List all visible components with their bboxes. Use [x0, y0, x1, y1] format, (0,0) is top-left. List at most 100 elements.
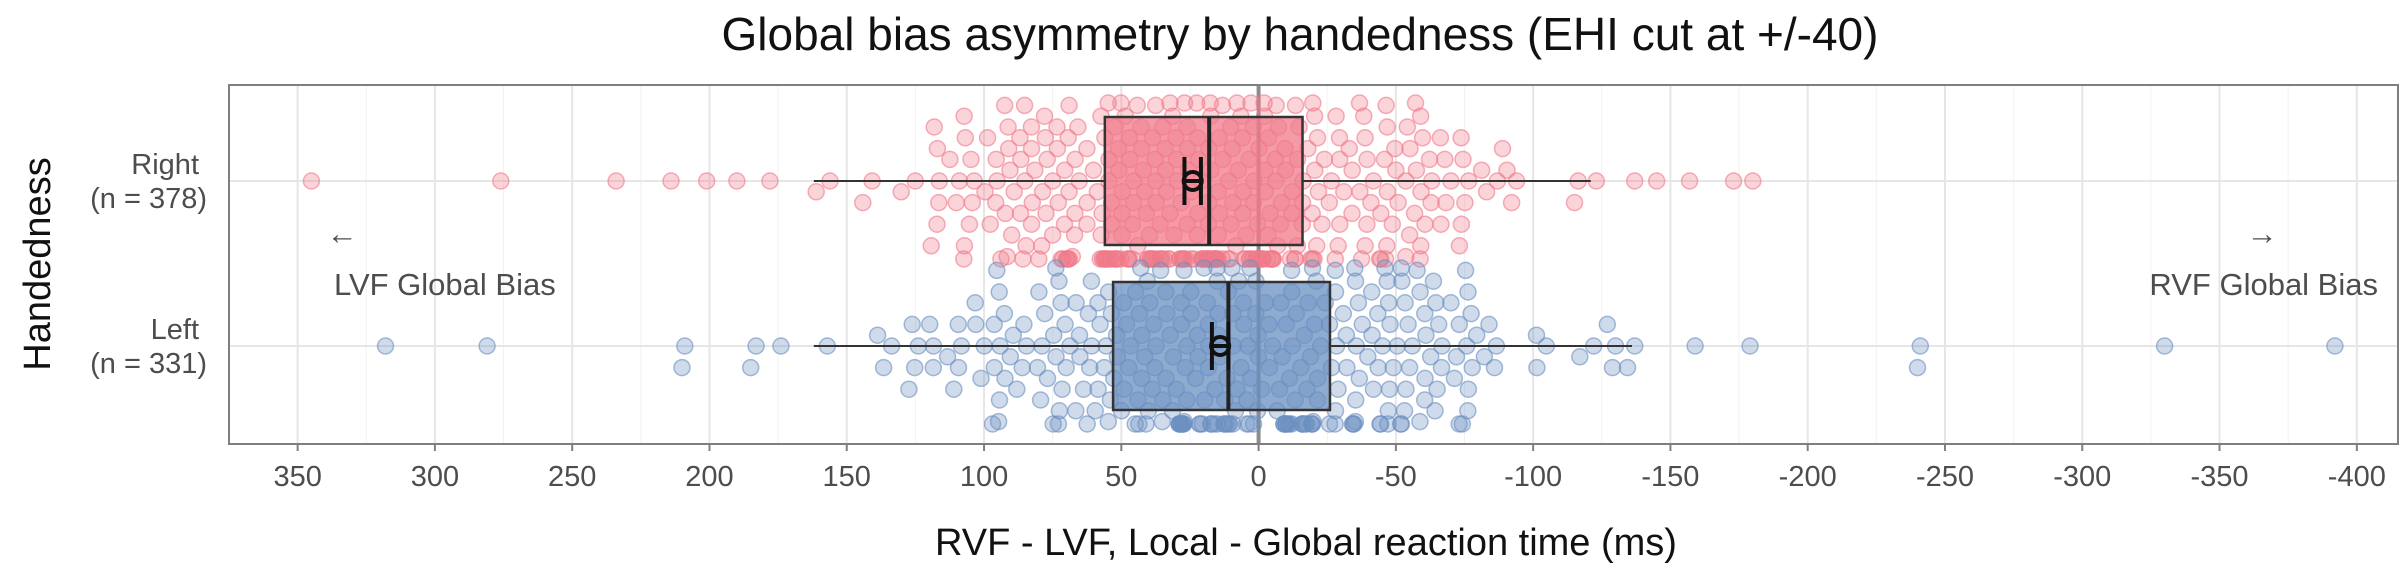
data-point-left — [1067, 402, 1085, 420]
data-point-left — [1067, 294, 1085, 312]
x-tick-label: -400 — [2328, 461, 2386, 493]
data-point-right — [1091, 250, 1110, 268]
data-point-right — [1309, 183, 1328, 201]
data-point-right — [1376, 250, 1395, 268]
data-point-right — [978, 129, 997, 147]
data-point-right — [1413, 129, 1432, 147]
data-point-left — [376, 337, 395, 355]
data-point-right — [1030, 250, 1048, 268]
data-point-right — [1043, 226, 1062, 244]
data-point-right — [1201, 94, 1219, 112]
data-point-right — [1351, 183, 1369, 201]
data-point-left — [1078, 415, 1096, 433]
data-point-left — [1223, 259, 1241, 277]
data-point-left — [1369, 358, 1387, 377]
data-point-left — [1241, 259, 1259, 277]
data-point-left — [1338, 358, 1356, 377]
data-point-left — [1429, 315, 1448, 334]
y-axis-labels: Right(n = 378) Left(n = 331) — [90, 149, 207, 380]
mean-marker-left — [1209, 335, 1232, 357]
data-point-right — [1372, 204, 1390, 223]
data-point-left — [1099, 412, 1118, 431]
data-point-right — [1432, 215, 1450, 233]
data-point-left — [972, 369, 990, 388]
data-point-right — [955, 107, 973, 125]
data-point-left — [1071, 348, 1089, 366]
x-tick-label: 250 — [548, 461, 596, 493]
data-point-left — [1396, 294, 1414, 312]
data-point-right — [1015, 96, 1034, 115]
data-point-right — [1161, 94, 1179, 112]
data-point-left — [1527, 326, 1546, 344]
data-point-left — [1028, 358, 1047, 377]
data-point-left — [1195, 259, 1213, 277]
data-point-right — [981, 215, 999, 233]
means — [1181, 157, 1232, 370]
data-point-left — [1326, 261, 1345, 280]
data-point-left — [2326, 337, 2344, 355]
data-point-left — [1359, 348, 1377, 366]
data-point-left — [1079, 304, 1098, 323]
data-point-right — [1035, 107, 1054, 125]
data-point-right — [1327, 107, 1345, 125]
data-point-right — [1078, 139, 1096, 158]
data-point-left — [1442, 294, 1460, 312]
data-point-left — [1428, 380, 1446, 398]
data-point-left — [1459, 380, 1478, 398]
x-tick-label: -200 — [1779, 461, 1837, 493]
data-point-right — [662, 172, 680, 190]
data-point-right — [1078, 193, 1096, 212]
data-point-left — [1008, 380, 1026, 398]
x-tick-label: -350 — [2191, 461, 2249, 493]
data-point-left — [1346, 259, 1364, 277]
data-point-right — [987, 150, 1005, 169]
data-point-left — [1190, 415, 1209, 433]
data-point-right — [1315, 150, 1334, 169]
data-point-left — [903, 315, 921, 334]
data-point-left — [1303, 259, 1322, 277]
data-point-left — [1528, 358, 1546, 377]
data-point-left — [1369, 304, 1387, 323]
data-point-right — [976, 183, 994, 201]
data-point-left — [1015, 315, 1033, 334]
data-point-right — [1066, 150, 1084, 169]
data-point-left — [2155, 337, 2174, 355]
data-point-left — [1408, 261, 1426, 280]
data-point-left — [1004, 326, 1023, 344]
x-tick-label: 50 — [1105, 461, 1137, 493]
data-point-right — [1378, 118, 1396, 136]
data-point-left — [478, 337, 496, 355]
chart-title: Global bias asymmetry by handedness (EHI… — [722, 8, 1879, 60]
data-point-right — [1017, 237, 1035, 255]
data-point-left — [1379, 402, 1398, 420]
data-point-left — [1044, 415, 1062, 433]
plot-border — [228, 84, 2399, 445]
data-point-right — [1362, 193, 1380, 212]
data-point-right — [1498, 161, 1516, 179]
data-point-left — [1741, 337, 1759, 355]
data-point-right — [1286, 96, 1305, 115]
data-point-left — [673, 358, 691, 377]
y-tick-count-left: (n = 331) — [90, 348, 207, 380]
data-point-left — [938, 348, 957, 366]
data-point-right — [1330, 129, 1349, 147]
data-point-right — [1329, 237, 1347, 255]
data-point-right — [1099, 94, 1117, 112]
data-point-right — [1304, 94, 1322, 112]
data-point-left — [1456, 261, 1475, 280]
data-point-right — [1493, 139, 1512, 158]
data-point-left — [1334, 304, 1353, 323]
mean-marker-right — [1181, 170, 1204, 192]
data-point-right — [928, 139, 947, 158]
data-point-left — [924, 358, 943, 377]
data-point-left — [1044, 326, 1063, 344]
data-point-left — [920, 315, 939, 334]
data-point-right — [1146, 96, 1165, 115]
data-point-right — [963, 193, 982, 212]
data-point-left — [1362, 283, 1381, 301]
data-point-right — [1405, 204, 1424, 223]
data-point-left — [1421, 348, 1440, 366]
data-point-right — [1378, 183, 1397, 201]
x-axis-ticks: 350 300 250 200 150 100 50 0 -50 -100 -150 -200 -250… — [273, 444, 2386, 493]
data-point-left — [1447, 348, 1466, 366]
